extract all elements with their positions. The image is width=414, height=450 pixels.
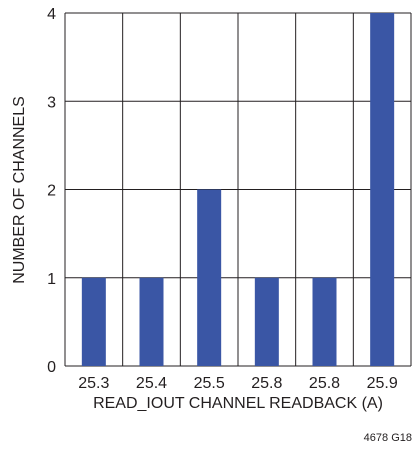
- bar: [254, 277, 279, 366]
- y-tick-labels: 0 1 2 3 4: [47, 6, 56, 376]
- y-axis-label: NUMBER OF CHANNELS: [11, 96, 28, 284]
- bars: [81, 13, 395, 366]
- x-tick-label: 25.8: [309, 375, 340, 392]
- x-tick-label: 25.5: [194, 375, 225, 392]
- x-tick-label: 25.4: [136, 375, 167, 392]
- y-tick-label: 1: [47, 271, 56, 288]
- y-tick-label: 0: [47, 359, 56, 376]
- grid: [64, 12, 412, 367]
- y-tick-label: 4: [47, 6, 56, 23]
- y-tick-label: 2: [47, 183, 56, 200]
- x-tick-labels: 25.3 25.4 25.5 25.8 25.8 25.9: [78, 375, 398, 392]
- x-tick-label: 25.3: [78, 375, 109, 392]
- bar: [312, 277, 337, 366]
- figure-id: 4678 G18: [364, 432, 412, 444]
- bar: [197, 189, 222, 366]
- x-axis-label: READ_IOUT CHANNEL READBACK (A): [93, 395, 383, 412]
- x-tick-label: 25.9: [367, 375, 398, 392]
- x-tick-label: 25.8: [251, 375, 282, 392]
- bar: [370, 13, 395, 366]
- bar: [139, 277, 164, 366]
- bar: [81, 277, 106, 366]
- y-tick-label: 3: [47, 94, 56, 111]
